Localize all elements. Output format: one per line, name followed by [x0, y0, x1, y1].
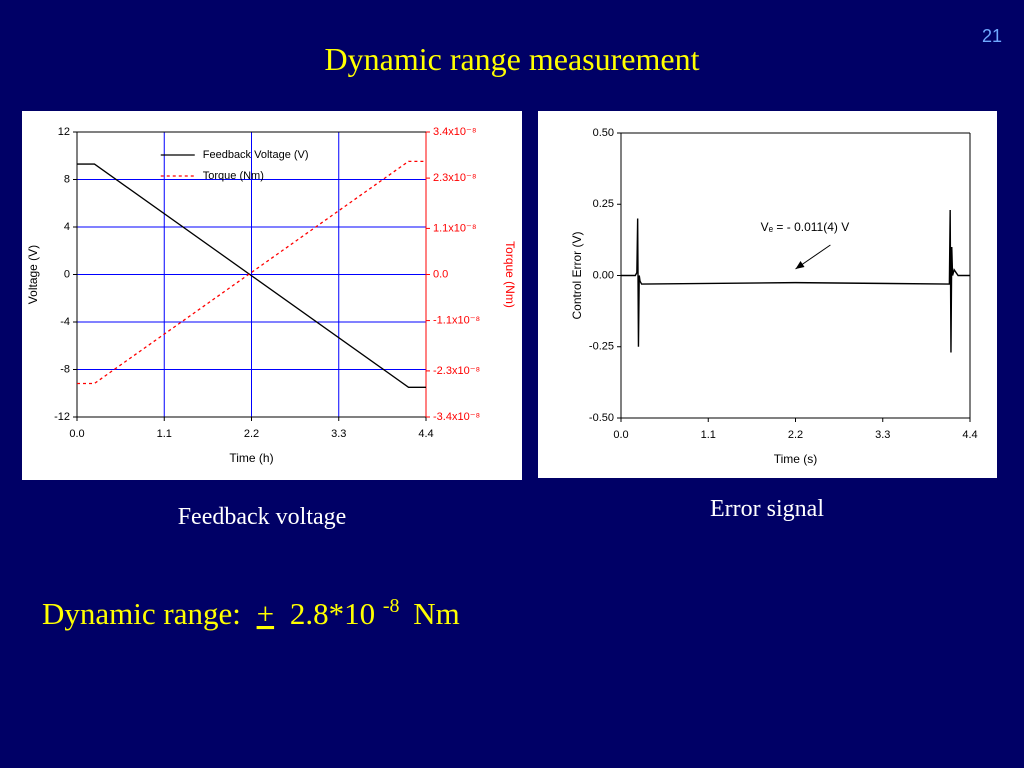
chart-panel — [538, 111, 997, 478]
y2-tick-label: 1.1x10⁻⁸ — [433, 222, 476, 234]
y2-tick-label: -3.4x10⁻⁸ — [433, 411, 480, 423]
x-tick-label: 3.3 — [875, 429, 890, 441]
x-tick-label: 0.0 — [69, 428, 84, 440]
series-line — [77, 163, 426, 388]
footer: Dynamic range: + 2.8*10 -8 Nm — [42, 584, 460, 631]
y-tick-label: 0.50 — [593, 127, 614, 139]
chart: 0.0 1.1 2.2 3.3 4.4 -0.50 -0.25 0.00 0.25 0.50 Tim… — [538, 111, 997, 478]
y2-axis-title: Torque (Nm) — [503, 241, 517, 308]
y-tick-label: 4 — [64, 221, 70, 233]
y2-tick-label: -2.3x10⁻⁸ — [433, 365, 480, 377]
x-tick-label: 4.4 — [962, 429, 977, 441]
y-tick-label: 0 — [64, 268, 70, 280]
footer-sign: + — [257, 596, 274, 631]
caption: Feedback voltage — [178, 504, 347, 530]
x-tick-label: 2.2 — [244, 428, 259, 440]
y-tick-label: -0.25 — [589, 341, 614, 353]
charts: 0.0 1.1 2.2 3.3 4.4 -12 -8 -4 0 4 8 12 -3.4x10⁻⁸ -2.3… — [22, 111, 997, 480]
y-tick-label: -12 — [54, 411, 70, 423]
y-tick-label: 8 — [64, 173, 70, 185]
x-tick-label: 1.1 — [157, 428, 172, 440]
footer-exponent: -8 — [383, 595, 400, 617]
series-line — [77, 160, 426, 385]
x-axis-title: Time (h) — [229, 451, 273, 465]
y2-tick-label: 3.4x10⁻⁸ — [433, 126, 476, 138]
x-tick-label: 4.4 — [418, 428, 433, 440]
slide-number: 21 — [982, 26, 1002, 46]
annotation: Vₑ = - 0.011(4) V — [761, 220, 850, 234]
annotation-arrowhead — [795, 261, 805, 269]
chart: 0.0 1.1 2.2 3.3 4.4 -12 -8 -4 0 4 8 12 -3.4x10⁻⁸ -2.3… — [22, 111, 522, 480]
x-tick-label: 3.3 — [331, 428, 346, 440]
y2-tick-label: 0.0 — [433, 268, 448, 280]
legend-label: Torque (Nm) — [203, 170, 264, 182]
footer-unit: Nm — [413, 596, 460, 631]
y-axis-title: Control Error (V) — [570, 231, 584, 319]
y-tick-label: 0.25 — [593, 198, 614, 210]
y2-tick-label: 2.3x10⁻⁸ — [433, 172, 476, 184]
x-tick-label: 2.2 — [788, 429, 803, 441]
y-tick-label: 12 — [58, 126, 70, 138]
y-axis-title: Voltage (V) — [26, 245, 40, 304]
series-line — [621, 209, 970, 353]
y-tick-label: 0.00 — [593, 269, 614, 281]
y-tick-label: -4 — [60, 316, 70, 328]
x-tick-label: 1.1 — [701, 429, 716, 441]
footer-mantissa: 2.8*10 — [290, 596, 375, 631]
footer-label: Dynamic range: — [42, 596, 241, 631]
y-tick-label: -0.50 — [589, 412, 614, 424]
slide-title: Dynamic range measurement — [325, 41, 700, 77]
x-axis-title: Time (s) — [774, 452, 818, 466]
y2-tick-label: -1.1x10⁻⁸ — [433, 315, 480, 327]
y-tick-label: -8 — [60, 363, 70, 375]
x-tick-label: 0.0 — [613, 429, 628, 441]
caption: Error signal — [710, 496, 824, 522]
legend-label: Feedback Voltage (V) — [203, 149, 309, 161]
